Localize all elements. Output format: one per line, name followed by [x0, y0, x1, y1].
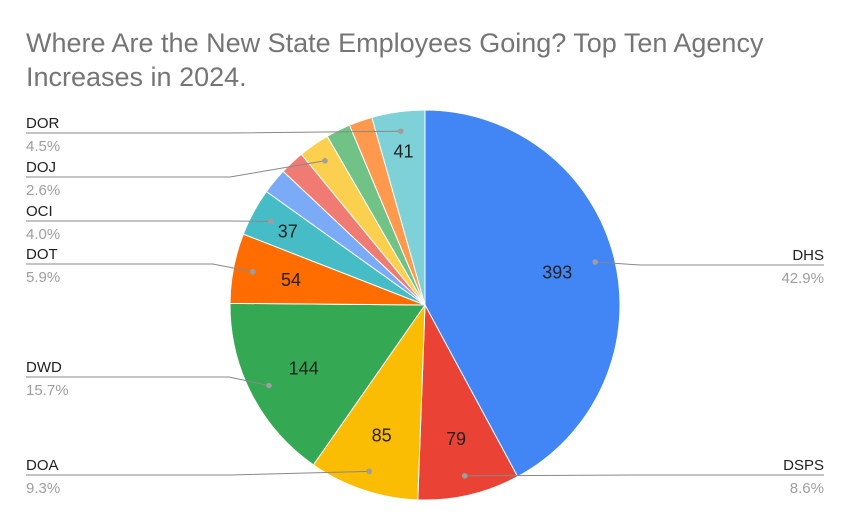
value-label-dwd: 144	[289, 359, 319, 379]
callout-label-doa: DOA	[26, 457, 59, 474]
leader-line-dwd	[26, 376, 270, 386]
chart-title: Where Are the New State Employees Going?…	[26, 28, 764, 92]
leader-line-doa	[26, 470, 370, 476]
callout-percent-doj: 2.6%	[26, 182, 60, 199]
value-label-doa: 85	[372, 425, 392, 445]
callout-percent-dot: 5.9%	[26, 269, 60, 286]
leader-line-dhs	[595, 261, 824, 266]
callout-percent-dwd: 15.7%	[26, 382, 69, 399]
pie-slice-doa	[312, 303, 426, 501]
leader-line-dor	[26, 130, 401, 134]
leader-dot-dot	[249, 269, 256, 275]
value-labels: 393 79 85 144 54 37 41	[278, 142, 573, 449]
pie-slice-dwd	[229, 302, 426, 466]
callout-percent-dhs: 42.9%	[781, 270, 824, 287]
leader-dot-dor	[398, 128, 404, 134]
callout-label-doj: DOJ	[26, 159, 56, 176]
callout-percent-doa: 9.3%	[26, 480, 60, 497]
callout-label-dwd: DWD	[26, 359, 62, 376]
leader-dot-dhs	[592, 259, 598, 265]
value-label-oci: 37	[278, 222, 298, 242]
leader-dot-doj	[322, 158, 328, 164]
value-label-dhs: 393	[542, 263, 572, 283]
pie-slice-dor	[371, 109, 426, 306]
pie-slice-dhs	[424, 109, 621, 478]
leader-line-dsps	[464, 474, 824, 477]
leader-dot-dwd	[266, 382, 272, 389]
callout-percent-oci: 4.0%	[26, 226, 60, 243]
callout-label-dor: DOR	[26, 115, 60, 132]
pie-slice-dsps	[417, 303, 519, 501]
callouts: DHS 42.9% DSPS 8.6% DOA 9.3% DWD 15.7% DOT 5.9% OC…	[26, 115, 824, 497]
value-label-dsps: 79	[446, 429, 466, 449]
callout-percent-dor: 4.5%	[26, 138, 60, 155]
leader-dot-oci	[267, 218, 274, 225]
callout-percent-dsps: 8.6%	[790, 480, 824, 497]
leader-line-dot	[26, 263, 253, 273]
value-label-dor: 41	[393, 142, 413, 162]
callout-label-dot: DOT	[26, 246, 58, 263]
leader-dot-dsps	[462, 473, 468, 479]
pie-slices	[229, 109, 621, 501]
callout-label-dhs: DHS	[792, 247, 824, 264]
leader-line-doj	[26, 160, 326, 178]
value-label-dot: 54	[281, 270, 301, 290]
callout-label-dsps: DSPS	[783, 457, 824, 474]
leader-dot-doa	[366, 468, 373, 475]
callout-label-oci: OCI	[26, 203, 53, 220]
